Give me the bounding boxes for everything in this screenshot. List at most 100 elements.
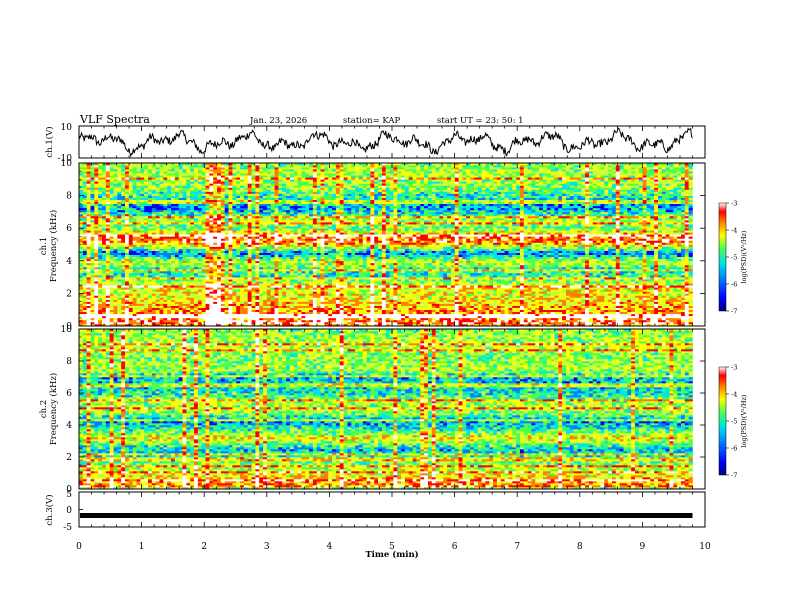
- spectrogram-cell: [631, 266, 636, 270]
- spectrogram-cell: [370, 297, 375, 300]
- spectrogram-cell: [82, 277, 87, 280]
- spectrogram-cell: [105, 305, 110, 308]
- spectrogram-cell: [466, 289, 471, 292]
- spectrogram-cell: [508, 305, 513, 308]
- spectrogram-cell: [90, 321, 95, 325]
- spectrogram-cell: [504, 268, 509, 272]
- spectrogram-cell: [688, 301, 693, 304]
- spectrogram-cell: [535, 281, 540, 284]
- spectrogram-cell: [209, 285, 214, 288]
- spectrogram-cell: [427, 266, 433, 270]
- spectrogram-cell: [282, 281, 287, 284]
- spectrogram-cell: [439, 285, 444, 288]
- spectrogram-cell: [684, 283, 689, 286]
- spectrogram-cell: [86, 285, 91, 288]
- spectrogram-cell: [427, 319, 433, 323]
- spectrogram-cell: [301, 313, 306, 317]
- spectrogram-cell: [117, 293, 122, 296]
- spectrogram-cell: [657, 264, 663, 268]
- spectrogram-cell: [324, 266, 329, 270]
- spectrogram-cell: [328, 323, 333, 327]
- spectrogram-cell: [320, 295, 325, 298]
- spectrogram-cell: [305, 297, 310, 300]
- spectrogram-cell: [550, 268, 555, 272]
- spectrogram-cell: [673, 287, 678, 290]
- spectrogram-cell: [669, 307, 674, 310]
- spectrogram-cell: [309, 317, 314, 321]
- spectrogram-cell: [328, 309, 333, 313]
- spectrogram-cell: [332, 309, 337, 313]
- spectrogram-cell: [634, 287, 640, 290]
- spectrogram-cell: [504, 311, 509, 315]
- spectrogram-cell: [473, 307, 479, 310]
- spectrogram-cell: [151, 307, 156, 310]
- spectrogram-cell: [278, 323, 283, 327]
- spectrogram-cell: [458, 297, 463, 300]
- spectrogram-cell: [554, 283, 559, 286]
- spectrogram-cell: [401, 297, 406, 300]
- spectrogram-cell: [527, 281, 532, 284]
- spectrogram-cell: [148, 266, 153, 270]
- spectrogram-cell: [508, 299, 513, 302]
- spectrogram-cell: [171, 317, 176, 321]
- spectrogram-cell: [243, 287, 248, 290]
- spectrogram-cell: [654, 311, 659, 315]
- spectrogram-cell: [588, 273, 594, 276]
- spectrogram-cell: [320, 299, 325, 302]
- spectrogram-cell: [293, 262, 298, 266]
- spectrogram-cell: [324, 307, 329, 310]
- spectrogram-cell: [163, 303, 168, 306]
- spectrogram-cell: [585, 301, 590, 304]
- spectrogram-cell: [94, 273, 99, 276]
- spectrogram-cell: [634, 283, 640, 286]
- spectrogram-cell: [174, 303, 179, 306]
- spectrogram-cell: [194, 295, 199, 298]
- spectrogram-cell: [343, 287, 348, 290]
- spectrogram-cell: [470, 275, 475, 278]
- spectrogram-cell: [508, 311, 513, 315]
- spectrogram-cell: [542, 277, 548, 280]
- spectrogram-cell: [631, 301, 636, 304]
- spectrogram-cell: [592, 268, 597, 272]
- spectrogram-cell: [673, 299, 678, 302]
- spectrogram-cell: [136, 311, 141, 315]
- spectrogram-cell: [366, 270, 371, 274]
- spectrogram-cell: [573, 301, 578, 304]
- spectrogram-cell: [642, 285, 647, 288]
- spectrogram-cell: [554, 275, 559, 278]
- spectrogram-cell: [573, 313, 578, 317]
- spectrogram-cell: [190, 299, 195, 302]
- spectrogram-cell: [366, 275, 371, 278]
- spectrogram-cell: [205, 295, 210, 298]
- spectrogram-cell: [427, 309, 433, 313]
- spectrogram-cell: [531, 268, 536, 272]
- spectrogram-cell: [565, 277, 571, 280]
- spectrogram-cell: [680, 321, 686, 325]
- spectrogram-cell: [654, 273, 659, 276]
- spectrogram-cell: [90, 287, 95, 290]
- spectrogram-cell: [217, 283, 222, 286]
- spectrogram-cell: [79, 281, 84, 284]
- spectrogram-cell: [508, 275, 513, 278]
- spectrogram-cell: [163, 270, 168, 274]
- spectrogram-cell: [190, 303, 195, 306]
- spectrogram-cell: [343, 291, 348, 294]
- spectrogram-cell: [343, 295, 348, 298]
- spectrogram-cell: [588, 268, 594, 272]
- spectrogram-cell: [481, 317, 486, 321]
- spectrogram-cell: [109, 309, 114, 313]
- spectrogram-cell: [573, 287, 578, 290]
- spectrogram-cell: [201, 307, 206, 310]
- spectrogram-cell: [174, 277, 179, 280]
- spectrogram-cell: [309, 315, 314, 319]
- spectrogram-cell: [447, 307, 452, 310]
- spectrogram-cell: [90, 277, 95, 280]
- spectrogram-cell: [447, 299, 452, 302]
- spectrogram-cell: [608, 281, 613, 284]
- spectrogram-cell: [171, 275, 176, 278]
- spectrogram-cell: [186, 289, 191, 292]
- spectrogram-cell: [297, 303, 302, 306]
- spectrogram-cell: [324, 303, 329, 306]
- spectrogram-cell: [443, 279, 448, 282]
- spectrogram-cell: [194, 264, 199, 268]
